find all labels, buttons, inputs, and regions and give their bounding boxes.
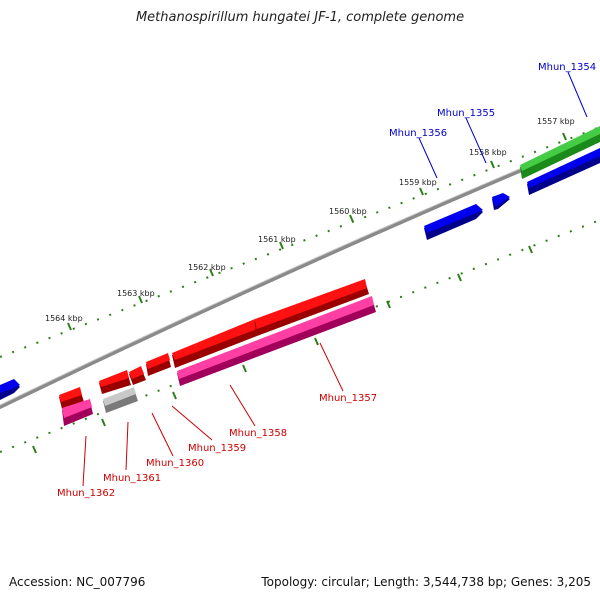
- major-tick: [349, 214, 354, 223]
- major-tick: [138, 295, 143, 304]
- major-tick: [419, 187, 424, 196]
- gene-label-mhun-1361[interactable]: Mhun_1361: [103, 473, 161, 484]
- major-tick: [101, 418, 106, 427]
- gene-label-mhun-1362[interactable]: Mhun_1362: [57, 488, 115, 499]
- gene-label-mhun-1356[interactable]: Mhun_1356: [389, 128, 447, 139]
- gene-mhun-1359[interactable]: [146, 353, 171, 376]
- major-tick: [386, 300, 391, 309]
- connector-mhun-1357: [319, 342, 344, 392]
- scale-label-1562: 1562 kbp: [188, 263, 226, 272]
- gene-blue-right-edge[interactable]: [527, 148, 600, 195]
- scale-label-1561: 1561 kbp: [258, 235, 296, 244]
- connector-mhun-1362: [82, 435, 87, 487]
- gene-mhun-1354[interactable]: [520, 126, 600, 179]
- scale-label-1557: 1557 kbp: [537, 117, 575, 126]
- major-tick: [32, 445, 37, 454]
- connector-mhun-1359: [171, 405, 213, 441]
- footer-accession: Accession: NC_007796: [9, 575, 146, 589]
- gene-label-mhun-1357[interactable]: Mhun_1357: [319, 393, 377, 404]
- major-tick: [314, 337, 319, 346]
- gene-label-mhun-1358[interactable]: Mhun_1358: [229, 428, 287, 439]
- cds-mhun-1362[interactable]: [62, 399, 93, 426]
- gene-label-mhun-1354[interactable]: Mhun_1354: [538, 62, 596, 73]
- scale-label-1560: 1560 kbp: [329, 207, 367, 216]
- cds-mhun-1357[interactable]: [177, 296, 376, 386]
- gene-mhun-1361-red[interactable]: [99, 370, 131, 394]
- gene-mhun-1360[interactable]: [129, 366, 146, 385]
- gene-mhun-1362-red[interactable]: [59, 387, 84, 409]
- connector-mhun-1361: [125, 421, 129, 471]
- scale-label-1563: 1563 kbp: [117, 289, 155, 298]
- major-tick: [528, 245, 533, 254]
- major-tick: [242, 364, 247, 373]
- major-tick: [457, 273, 462, 282]
- gene-label-mhun-1359[interactable]: Mhun_1359: [188, 443, 246, 454]
- connector-mhun-1355: [465, 117, 487, 164]
- major-tick: [172, 391, 177, 400]
- major-tick: [490, 160, 495, 169]
- outer-tick-row: [0, 126, 600, 358]
- gene-mhun-1355[interactable]: [492, 193, 510, 210]
- genome-backbone: [0, 135, 600, 409]
- major-tick: [562, 132, 567, 141]
- connector-mhun-1358: [229, 384, 256, 427]
- scale-label-1559: 1559 kbp: [399, 178, 437, 187]
- scale-label-1558: 1558 kbp: [469, 148, 507, 157]
- gene-mhun-1356[interactable]: [424, 204, 483, 240]
- connector-mhun-1354: [567, 71, 588, 118]
- genome-title: Methanospirillum hungatei JF-1, complete…: [135, 10, 465, 25]
- connector-mhun-1356: [418, 137, 438, 179]
- connector-mhun-1360: [151, 412, 174, 457]
- gene-blue-left-edge[interactable]: [0, 379, 20, 400]
- scale-label-1564: 1564 kbp: [45, 314, 83, 323]
- inner-tick-row: [0, 219, 600, 454]
- gene-mhun-1358[interactable]: [172, 279, 369, 368]
- gene-label-mhun-1360[interactable]: Mhun_1360: [146, 458, 204, 469]
- major-tick: [279, 241, 284, 250]
- major-tick: [67, 322, 72, 331]
- major-tick: [209, 268, 214, 277]
- gene-label-mhun-1355[interactable]: Mhun_1355: [437, 108, 495, 119]
- footer-topology: Topology: circular; Length: 3,544,738 bp…: [261, 575, 591, 589]
- cds-mhun-1361-gray[interactable]: [103, 387, 138, 413]
